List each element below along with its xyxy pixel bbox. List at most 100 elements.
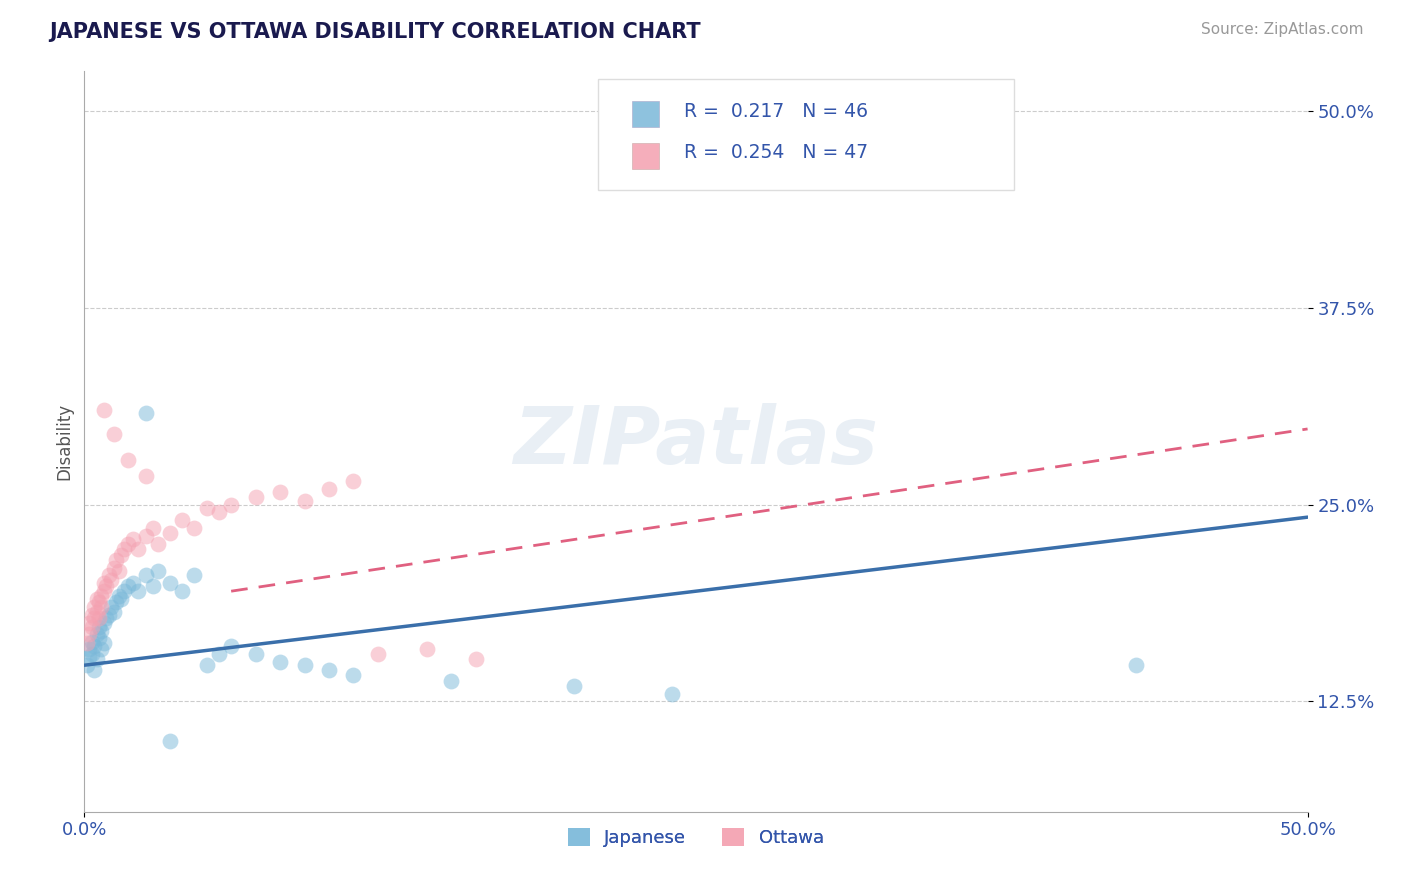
Point [342, 667, 364, 681]
Point [142, 579, 165, 593]
Point [83, 599, 105, 614]
Point [464, 652, 486, 666]
Point [97, 607, 120, 622]
Point [1125, 658, 1147, 673]
Point [661, 687, 683, 701]
Point [77, 642, 100, 657]
Point [90, 599, 112, 614]
Point [86, 626, 108, 640]
Text: Source: ZipAtlas.com: Source: ZipAtlas.com [1201, 22, 1364, 37]
Point [440, 673, 463, 688]
Point [87, 632, 110, 646]
Point [86, 592, 108, 607]
Point [96, 611, 118, 625]
Point [86, 605, 108, 619]
Point [245, 490, 267, 504]
Point [172, 513, 194, 527]
Point [93, 403, 115, 417]
Point [93, 615, 115, 630]
Point [87, 620, 110, 634]
Point [112, 584, 135, 599]
Text: ZIPatlas: ZIPatlas [513, 402, 879, 481]
Point [562, 679, 585, 693]
Point [122, 576, 145, 591]
Text: R =  0.254   N = 47: R = 0.254 N = 47 [683, 144, 868, 162]
Point [122, 532, 145, 546]
Point [100, 573, 122, 587]
Point [87, 595, 110, 609]
Point [93, 576, 115, 591]
Point [245, 647, 267, 661]
Point [103, 605, 125, 619]
Point [219, 498, 242, 512]
Point [367, 647, 389, 661]
Point [112, 541, 135, 556]
Point [294, 658, 316, 673]
Point [96, 579, 118, 593]
Point [269, 485, 291, 500]
Legend: Japanese, Ottawa: Japanese, Ottawa [561, 821, 831, 855]
Text: R =  0.217   N = 46: R = 0.217 N = 46 [683, 102, 868, 120]
Point [342, 474, 364, 488]
Point [103, 560, 125, 574]
Point [93, 636, 115, 650]
Point [90, 589, 112, 603]
Point [127, 541, 149, 556]
Point [208, 505, 231, 519]
Point [77, 615, 100, 630]
Point [219, 640, 242, 654]
Point [195, 500, 218, 515]
Point [208, 647, 231, 661]
FancyBboxPatch shape [633, 143, 659, 169]
Point [105, 552, 128, 566]
Point [135, 469, 157, 483]
Text: JAPANESE VS OTTAWA DISABILITY CORRELATION CHART: JAPANESE VS OTTAWA DISABILITY CORRELATIO… [49, 22, 700, 42]
Y-axis label: Disability: Disability [55, 403, 73, 480]
Point [172, 584, 194, 599]
Point [135, 568, 157, 582]
Point [159, 576, 181, 591]
Point [183, 568, 205, 582]
FancyBboxPatch shape [598, 78, 1014, 190]
Point [117, 579, 139, 593]
Point [105, 595, 128, 609]
Point [159, 525, 181, 540]
Point [135, 406, 157, 420]
Point [77, 650, 100, 665]
Point [83, 611, 105, 625]
Point [80, 647, 103, 661]
Point [159, 734, 181, 748]
Point [87, 611, 110, 625]
Point [90, 642, 112, 657]
Point [294, 494, 316, 508]
Point [100, 599, 122, 614]
Point [416, 642, 439, 657]
Point [83, 663, 105, 677]
Point [86, 652, 108, 666]
Point [83, 640, 105, 654]
Point [80, 607, 103, 622]
FancyBboxPatch shape [633, 101, 659, 127]
Point [97, 568, 120, 582]
Point [183, 521, 205, 535]
Point [76, 636, 98, 650]
Point [318, 663, 340, 677]
Point [110, 592, 132, 607]
Point [76, 658, 98, 673]
Point [142, 521, 165, 535]
Point [90, 624, 112, 638]
Point [117, 537, 139, 551]
Point [127, 584, 149, 599]
Point [146, 537, 169, 551]
Point [110, 548, 132, 562]
Point [80, 620, 103, 634]
Point [107, 589, 129, 603]
Point [117, 453, 139, 467]
Point [318, 482, 340, 496]
Point [77, 626, 100, 640]
Point [135, 529, 157, 543]
Point [103, 426, 125, 441]
Point [195, 658, 218, 673]
Point [107, 564, 129, 578]
Point [80, 634, 103, 648]
